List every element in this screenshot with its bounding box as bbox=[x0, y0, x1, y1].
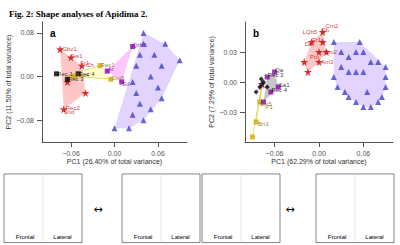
svg-text:Crn2: Crn2 bbox=[325, 23, 339, 29]
svg-text:Frontal: Frontal bbox=[16, 234, 35, 240]
svg-text:Qzb5: Qzb5 bbox=[132, 42, 147, 48]
svg-text:Frontal: Frontal bbox=[214, 234, 233, 240]
svg-text:PC1 (62.29% of total variance): PC1 (62.29% of total variance) bbox=[271, 158, 366, 166]
svg-text:Rec1: Rec1 bbox=[101, 62, 116, 68]
svg-text:0.06: 0.06 bbox=[151, 150, 165, 157]
svg-text:Qa: Qa bbox=[275, 67, 284, 73]
svg-text:PC2 (11.50% of total variance): PC2 (11.50% of total variance) bbox=[5, 35, 13, 130]
svg-text:Ch: Ch bbox=[86, 62, 94, 68]
svg-text:a: a bbox=[50, 28, 56, 39]
svg-text:Lateral: Lateral bbox=[365, 234, 383, 240]
svg-text:Bri1: Bri1 bbox=[258, 121, 269, 127]
svg-text:0.03: 0.03 bbox=[223, 49, 237, 56]
svg-text:Snd: Snd bbox=[64, 109, 75, 115]
svg-text:b: b bbox=[253, 28, 259, 39]
svg-text:↔: ↔ bbox=[93, 203, 102, 216]
svg-text:Fr1: Fr1 bbox=[312, 37, 322, 43]
svg-text:Lateral: Lateral bbox=[171, 234, 189, 240]
svg-text:0.00: 0.00 bbox=[223, 79, 237, 86]
svg-text:Pm: Pm bbox=[310, 54, 319, 60]
svg-text:Frontal: Frontal bbox=[328, 234, 347, 240]
svg-text:Lateral: Lateral bbox=[251, 234, 269, 240]
svg-text:Da: Da bbox=[305, 41, 313, 47]
svg-text:0.00: 0.00 bbox=[20, 73, 34, 80]
svg-text:Frontal: Frontal bbox=[134, 234, 153, 240]
svg-text:0.00: 0.00 bbox=[108, 150, 122, 157]
svg-text:Rec 3: Rec 3 bbox=[267, 72, 284, 78]
svg-text:↔: ↔ bbox=[285, 203, 294, 216]
svg-text:PC2 (7.29% of total variance): PC2 (7.29% of total variance) bbox=[208, 36, 216, 127]
svg-text:LQb5: LQb5 bbox=[303, 29, 318, 35]
svg-text:Sw1: Sw1 bbox=[71, 53, 83, 59]
svg-text:Rec 4: Rec 4 bbox=[271, 87, 288, 93]
svg-text:Sd: Sd bbox=[122, 81, 129, 87]
svg-text:−0.06: −0.06 bbox=[62, 150, 80, 157]
svg-text:Fig. 2: Shape analyses of Apid: Fig. 2: Shape analyses of Apidima 2. bbox=[9, 9, 148, 19]
svg-text:Sa1: Sa1 bbox=[279, 82, 290, 88]
svg-text:Rec 1: Rec 1 bbox=[57, 70, 73, 77]
svg-text:0.00: 0.00 bbox=[312, 150, 326, 157]
svg-text:Ar: Ar bbox=[107, 66, 114, 73]
svg-text:PC1 (26.40% of total variance): PC1 (26.40% of total variance) bbox=[67, 158, 162, 166]
svg-text:−0.08: −0.08 bbox=[16, 117, 34, 124]
svg-text:0.08: 0.08 bbox=[20, 29, 34, 36]
svg-text:−0.03: −0.03 bbox=[219, 109, 237, 116]
svg-text:Sm2: Sm2 bbox=[325, 49, 338, 55]
svg-text:0.06: 0.06 bbox=[357, 150, 371, 157]
svg-text:Lateral: Lateral bbox=[53, 234, 71, 240]
svg-text:Rec 3: Rec 3 bbox=[68, 76, 84, 82]
svg-text:Qb: Qb bbox=[321, 27, 329, 33]
svg-text:Gm5: Gm5 bbox=[111, 75, 125, 81]
svg-text:P1: P1 bbox=[266, 104, 274, 110]
svg-text:Rec 4: Rec 4 bbox=[79, 71, 95, 77]
svg-text:Gbv1: Gbv1 bbox=[62, 46, 77, 52]
svg-text:−0.06: −0.06 bbox=[266, 150, 284, 157]
svg-text:Am3: Am3 bbox=[321, 59, 334, 65]
